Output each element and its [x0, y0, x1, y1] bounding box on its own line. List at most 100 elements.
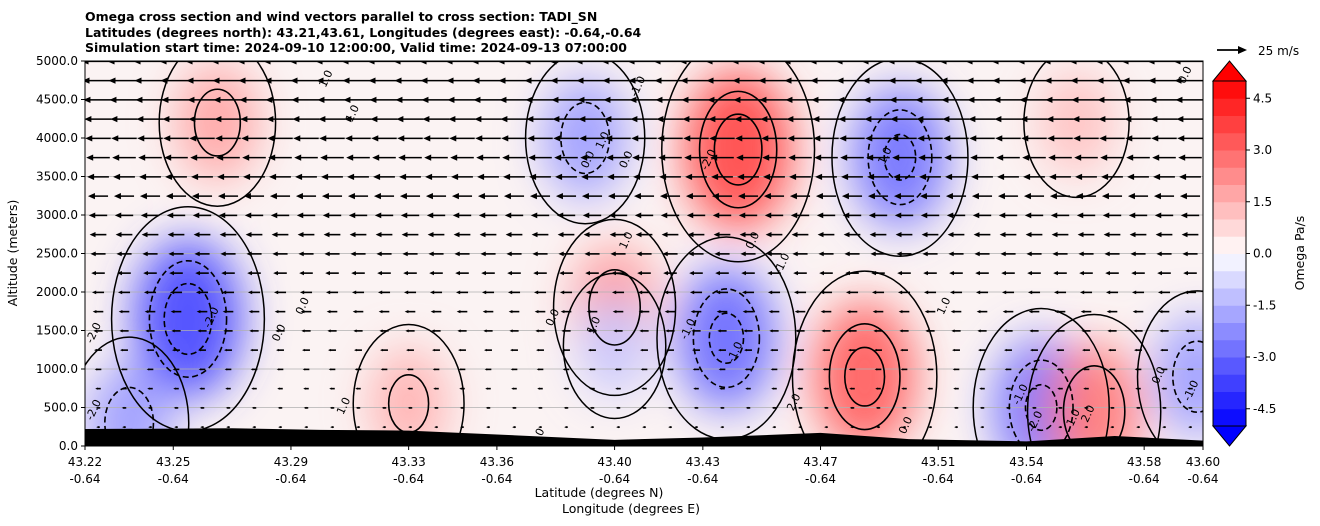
wind-vector: [943, 135, 969, 142]
wind-vector-head: [1050, 212, 1058, 219]
wind-vector: [1129, 231, 1147, 238]
wind-vector: [864, 115, 892, 123]
wind-vector: [507, 270, 521, 276]
wind-vector-head: [942, 115, 950, 123]
wind-vector: [767, 290, 781, 295]
wind-vector: [715, 270, 729, 276]
wind-vector: [789, 192, 811, 200]
wind-vector-head: [902, 426, 905, 429]
wind-vector: [896, 251, 912, 257]
wind-vector: [551, 96, 581, 104]
wind-vector-head: [663, 290, 669, 295]
wind-vector-head: [273, 290, 279, 295]
wind-vector-head: [980, 426, 983, 429]
wind-vector-head: [1122, 77, 1130, 84]
wind-vector-head: [472, 77, 480, 84]
wind-vector-head: [117, 290, 123, 295]
wind-vector-head: [578, 115, 586, 123]
x-tick-lon-3: -0.64: [393, 472, 424, 486]
wind-vector-head: [534, 309, 539, 314]
wind-vector-head: [762, 154, 770, 161]
wind-vector: [299, 290, 313, 295]
y-tick-label-1: 500.0: [44, 401, 78, 415]
wind-vector-head: [612, 309, 617, 314]
wind-vector-head: [794, 309, 799, 314]
wind-vector: [745, 387, 751, 390]
omega-cell-3: [87, 362, 172, 446]
wind-vector-head: [796, 368, 800, 371]
wind-vector: [169, 290, 183, 295]
wind-vector-head: [633, 173, 641, 181]
wind-vector: [167, 231, 185, 238]
wind-vector-head: [454, 251, 460, 257]
wind-vector: [922, 251, 938, 257]
wind-vector-head: [524, 77, 532, 84]
contour-6-0: [698, 90, 778, 209]
wind-vector-head: [615, 406, 619, 410]
wind-vector: [1108, 348, 1116, 352]
wind-vector-head: [587, 329, 591, 333]
wind-vector-head: [478, 212, 486, 219]
wind-vector: [667, 406, 673, 410]
wind-vector: [656, 115, 684, 123]
wind-vector: [272, 251, 288, 257]
wind-vector-head: [738, 212, 746, 219]
wind-vector: [631, 135, 657, 142]
wind-vector-head: [555, 192, 563, 200]
colorbar-segment-1: [1213, 391, 1246, 410]
wind-vector-head: [642, 426, 645, 429]
wind-vector-head: [199, 406, 203, 410]
wind-vector: [1136, 426, 1140, 429]
wind-vector-head: [217, 192, 225, 200]
wind-vector: [350, 251, 366, 257]
wind-vector-head: [664, 309, 669, 314]
wind-vector: [511, 387, 517, 390]
x-tick-lat-2: 43.29: [274, 455, 308, 469]
wind-vector: [1124, 115, 1152, 123]
wind-vector-head: [976, 309, 981, 314]
title-line-1: Omega cross section and wind vectors par…: [85, 9, 598, 24]
wind-vector: [763, 173, 785, 181]
wind-vector: [1131, 270, 1145, 276]
wind-vector-head: [978, 368, 982, 371]
wind-vector-head: [325, 290, 331, 295]
wind-vector: [642, 426, 646, 429]
wind-vector: [400, 212, 420, 219]
wind-vector: [526, 115, 554, 123]
wind-vector-head: [146, 348, 149, 352]
wind-vector: [243, 192, 265, 200]
wind-vector: [1002, 309, 1014, 314]
wind-vector-head: [979, 387, 982, 390]
wind-vector: [919, 173, 941, 181]
wind-vector: [967, 96, 997, 104]
wind-vector-head: [659, 192, 667, 200]
wind-vector: [790, 212, 810, 219]
wind-vector: [433, 387, 439, 390]
wind-vector: [320, 154, 344, 161]
wind-vector: [874, 348, 882, 352]
wind-vector: [972, 212, 992, 219]
wind-vector-head: [562, 348, 565, 352]
wind-vector: [479, 231, 497, 238]
wind-vector: [973, 231, 991, 238]
wind-vector: [503, 173, 525, 181]
wind-vector: [694, 426, 698, 429]
wind-vector: [450, 154, 474, 161]
wind-vector: [1131, 290, 1145, 295]
colorbar-segment-12: [1213, 201, 1246, 220]
omega-cell-12: [1155, 316, 1203, 438]
wind-vector-head: [714, 251, 720, 257]
wind-vector: [117, 290, 131, 295]
wind-vector: [893, 192, 915, 200]
contour-zero-2: [158, 61, 277, 207]
wind-vector: [1150, 115, 1178, 123]
wind-vector-head: [267, 135, 275, 142]
wind-vector-head: [997, 173, 1005, 181]
wind-vector: [945, 192, 967, 200]
wind-vector-head: [485, 387, 488, 390]
colorbar-segment-17: [1213, 115, 1246, 134]
wind-vector: [1179, 173, 1201, 181]
wind-vector-head: [458, 368, 462, 371]
omega-cell-1: [369, 348, 448, 446]
wind-vector: [138, 154, 162, 161]
